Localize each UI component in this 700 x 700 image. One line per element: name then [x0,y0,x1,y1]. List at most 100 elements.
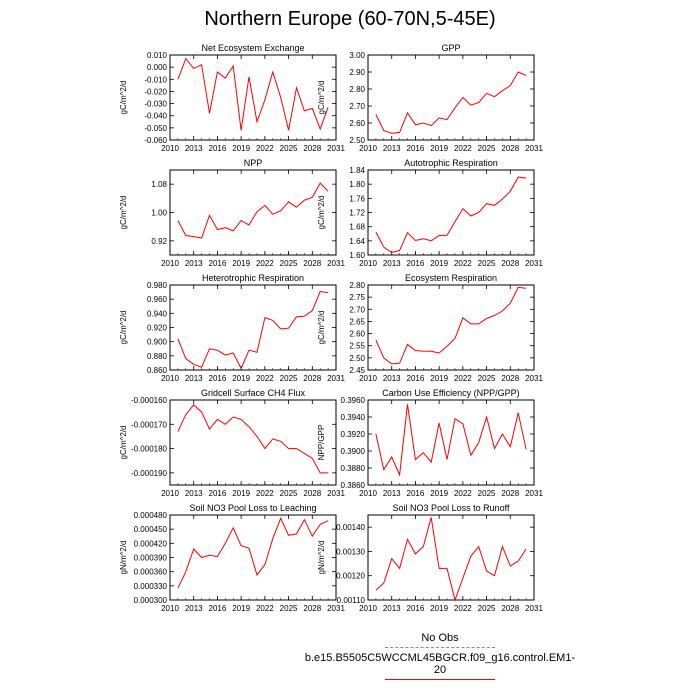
x-tick-label: 2010 [161,144,179,153]
panel-title: Gridcell Surface CH4 Flux [201,388,306,398]
series-line [375,286,527,365]
panel-frame [169,284,337,371]
y-tick-label: 1.80 [349,180,365,189]
legend: No Obs b.e15.B5505C5WCCML45BGCR.f09_g16.… [300,632,580,684]
x-tick-label: 2025 [280,144,298,153]
panel-title: Carbon Use Efficiency (NPP/GPP) [382,388,519,398]
y-tick-label: 0.92 [151,237,167,246]
panel-frame [367,284,535,371]
panel-7: Gridcell Surface CH4 Flux 2010 2013 2016 201… [119,388,345,498]
x-tick-label: 2031 [525,489,543,498]
panel-title: NPP [244,158,263,168]
x-tick-label: 2022 [454,259,472,268]
x-tick-label: 2013 [185,489,203,498]
panel-6: Ecosystem Respiration 2010 2013 2016 2019 202… [317,273,543,383]
panel-title: Soil NO3 Pool Loss to Leaching [189,503,316,513]
x-tick-label: 2022 [256,489,274,498]
y-tick-label: 2.70 [349,305,365,314]
y-tick-label: 0.000330 [134,582,168,591]
panel-title: Ecosystem Respiration [405,273,497,283]
x-tick-label: 2028 [501,489,519,498]
x-tick-label: 2031 [525,374,543,383]
x-tick-label: 2022 [454,144,472,153]
x-tick-label: 2019 [430,489,448,498]
y-tick-label: 1.68 [349,223,365,232]
y-tick-label: 0.980 [147,281,168,290]
y-tick-label: 2.70 [349,102,365,111]
y-tick-label: 0.000 [147,63,168,72]
y-axis-label: gC/m^2/d [317,311,326,345]
y-tick-label: -0.000170 [131,420,168,429]
series-line [177,182,329,239]
panel-title: Soil NO3 Pool Loss to Runoff [393,503,510,513]
x-tick-label: 2031 [327,374,345,383]
x-tick-label: 2016 [209,489,227,498]
series-line [177,404,329,474]
y-axis-label: gC/m^2/d [317,81,326,115]
y-axis-label: gC/m^2/d [119,426,128,460]
y-tick-label: -0.010 [144,75,167,84]
y-tick-label: 0.00120 [336,572,365,581]
x-tick-label: 2028 [303,374,321,383]
x-tick-label: 2010 [359,374,377,383]
y-tick-label: 0.3960 [341,396,366,405]
series-line [177,57,329,131]
x-tick-label: 2016 [407,374,425,383]
x-tick-label: 2022 [454,604,472,613]
x-tick-label: 2025 [478,489,496,498]
y-tick-label: 0.00140 [336,523,365,532]
x-tick-label: 2010 [359,144,377,153]
panel-1: Net Ecosystem Exchange 2010 2013 2016 2019 20… [119,43,345,153]
y-tick-label: 2.75 [349,293,365,302]
y-tick-label: 2.90 [349,68,365,77]
x-tick-label: 2022 [256,604,274,613]
x-tick-label: 2010 [161,489,179,498]
panel-frame [169,54,337,141]
y-tick-label: 1.60 [349,251,365,260]
panel-frame [367,514,535,601]
y-axis-label: NPP/GPP [317,425,326,461]
y-tick-label: 1.84 [349,166,365,175]
x-tick-label: 2019 [430,144,448,153]
x-tick-label: 2031 [525,259,543,268]
y-tick-label: 1.64 [349,237,365,246]
y-tick-label: 0.900 [147,338,168,347]
x-tick-label: 2028 [303,604,321,613]
panel-title: Autotrophic Respiration [404,158,498,168]
y-tick-label: 2.65 [349,317,365,326]
x-tick-label: 2019 [232,604,250,613]
x-tick-label: 2022 [454,374,472,383]
x-tick-label: 2025 [280,489,298,498]
x-tick-label: 2016 [407,144,425,153]
y-tick-label: 0.000450 [134,525,168,534]
y-tick-label: 0.00130 [336,547,365,556]
y-axis-label: gC/m^2/d [119,81,128,115]
panel-frame [367,169,535,256]
y-tick-label: -0.000180 [131,445,168,454]
x-tick-label: 2031 [327,604,345,613]
x-tick-label: 2031 [327,144,345,153]
x-tick-label: 2010 [359,604,377,613]
y-tick-label: 0.960 [147,295,168,304]
x-tick-label: 2022 [256,144,274,153]
y-tick-label: 0.3880 [341,464,366,473]
y-tick-label: -0.000160 [131,396,168,405]
x-tick-label: 2031 [327,259,345,268]
panel-frame [367,54,535,141]
y-tick-label: -0.030 [144,100,167,109]
x-tick-label: 2019 [232,489,250,498]
y-tick-label: 0.940 [147,309,168,318]
x-tick-label: 2028 [303,144,321,153]
y-tick-label: -0.020 [144,87,167,96]
panel-frame [169,399,337,486]
series-line [375,71,527,134]
y-tick-label: 0.000360 [134,568,168,577]
y-tick-label: 0.00110 [337,596,366,605]
y-tick-label: 0.860 [147,366,168,375]
x-tick-label: 2028 [303,259,321,268]
x-tick-label: 2013 [185,144,203,153]
panel-8: Carbon Use Efficiency (NPP/GPP) 2010 2013 2… [317,388,543,498]
panel-frame [367,399,535,486]
y-tick-label: 2.60 [349,119,365,128]
